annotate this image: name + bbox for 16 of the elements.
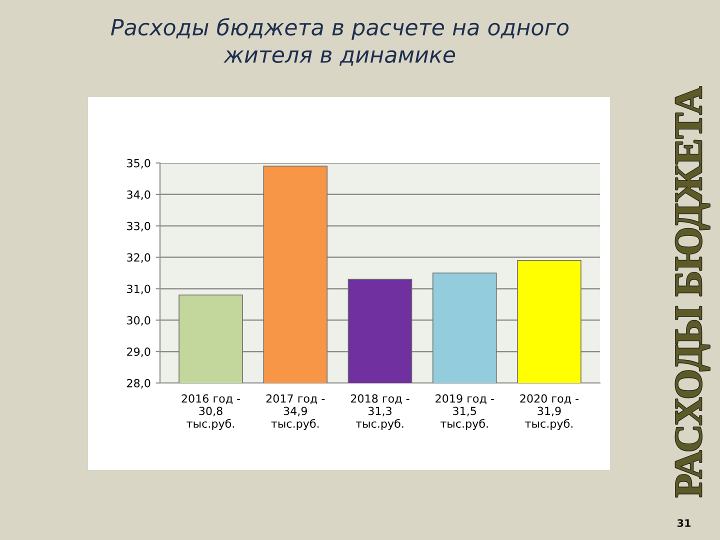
- y-tick-label: 30,0: [127, 316, 150, 326]
- x-tick-label: 2017 год - 34,9 тыс.руб.: [266, 394, 325, 430]
- y-tick-label: 29,0: [127, 348, 150, 358]
- x-tick-label: 2016 год - 30,8 тыс.руб.: [182, 394, 240, 430]
- x-tick-label: 2020 год - 31,9 тыс.руб.: [520, 394, 579, 430]
- text: 31: [677, 519, 691, 528]
- text: РАСХОДЫ БЮДЖЕТА: [676, 86, 710, 497]
- y-tick-label: 33,0: [127, 222, 150, 232]
- chart-title: Расходы бюджета в расчете на одного жителя в динамике: [110, 18, 569, 66]
- y-tick-label: 35,0: [127, 158, 150, 169]
- x-tick-label: 2019 год - 31,5 тыс.руб.: [436, 394, 494, 430]
- x-tick-label: 2018 год - 31,3 тыс.руб.: [350, 394, 410, 430]
- y-tick-label: 28,0: [127, 378, 150, 389]
- y-tick-label: 32,0: [127, 253, 150, 263]
- y-tick-label: 31,0: [127, 284, 150, 294]
- y-tick-label: 34,0: [127, 190, 150, 200]
